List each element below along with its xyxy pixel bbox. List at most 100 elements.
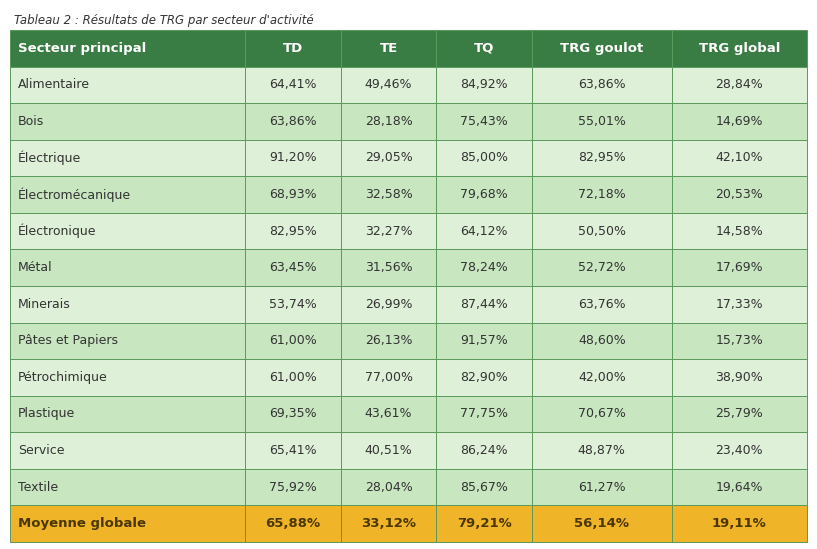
Bar — [341, 66, 436, 103]
Text: 29,05%: 29,05% — [364, 152, 413, 165]
Bar — [436, 506, 532, 542]
Text: 32,58%: 32,58% — [364, 188, 413, 201]
Bar — [436, 396, 532, 432]
Bar — [341, 176, 436, 213]
Text: 78,24%: 78,24% — [460, 261, 508, 274]
Text: 42,10%: 42,10% — [716, 152, 763, 165]
Bar — [672, 396, 807, 432]
Text: 17,69%: 17,69% — [716, 261, 763, 274]
Bar — [245, 432, 341, 469]
Bar — [341, 249, 436, 286]
Bar — [341, 469, 436, 506]
Bar — [532, 176, 672, 213]
Bar — [532, 249, 672, 286]
Text: 65,88%: 65,88% — [266, 517, 320, 530]
Bar — [341, 213, 436, 249]
Text: 68,93%: 68,93% — [269, 188, 317, 201]
Bar — [245, 103, 341, 139]
Bar — [341, 323, 436, 359]
Bar — [532, 286, 672, 323]
Bar — [672, 506, 807, 542]
Text: 69,35%: 69,35% — [269, 407, 317, 421]
Bar — [10, 286, 245, 323]
Bar — [436, 103, 532, 139]
Bar — [245, 396, 341, 432]
Text: 28,84%: 28,84% — [716, 79, 763, 91]
Text: TRG goulot: TRG goulot — [560, 42, 644, 55]
Bar — [341, 359, 436, 396]
Bar — [532, 139, 672, 176]
Bar — [341, 103, 436, 139]
Text: 86,24%: 86,24% — [461, 444, 508, 457]
Text: 64,41%: 64,41% — [269, 79, 317, 91]
Bar — [245, 359, 341, 396]
Bar — [436, 359, 532, 396]
Text: 28,18%: 28,18% — [364, 115, 413, 128]
Text: 31,56%: 31,56% — [364, 261, 413, 274]
Text: 38,90%: 38,90% — [716, 371, 763, 384]
Bar — [341, 432, 436, 469]
Bar — [532, 30, 672, 66]
Text: 53,74%: 53,74% — [269, 298, 317, 311]
Text: 19,11%: 19,11% — [712, 517, 766, 530]
Bar — [436, 176, 532, 213]
Bar — [10, 249, 245, 286]
Bar — [10, 30, 245, 66]
Text: 17,33%: 17,33% — [716, 298, 763, 311]
Text: Électromécanique: Électromécanique — [18, 187, 131, 202]
Text: 50,50%: 50,50% — [578, 225, 626, 238]
Text: 26,99%: 26,99% — [365, 298, 413, 311]
Bar — [436, 432, 532, 469]
Bar — [436, 30, 532, 66]
Bar — [672, 176, 807, 213]
Bar — [245, 286, 341, 323]
Bar — [341, 30, 436, 66]
Text: Tableau 2 : Résultats de TRG par secteur d'activité: Tableau 2 : Résultats de TRG par secteur… — [14, 14, 314, 27]
Bar — [10, 139, 245, 176]
Bar — [436, 323, 532, 359]
Text: 14,58%: 14,58% — [716, 225, 763, 238]
Text: TQ: TQ — [474, 42, 494, 55]
Bar — [532, 469, 672, 506]
Bar — [436, 66, 532, 103]
Bar — [672, 213, 807, 249]
Text: 63,86%: 63,86% — [269, 115, 317, 128]
Bar — [672, 432, 807, 469]
Text: Pétrochimique: Pétrochimique — [18, 371, 108, 384]
Bar — [245, 30, 341, 66]
Text: TE: TE — [379, 42, 398, 55]
Text: Service: Service — [18, 444, 65, 457]
Text: 52,72%: 52,72% — [578, 261, 626, 274]
Bar — [532, 396, 672, 432]
Bar — [245, 66, 341, 103]
Bar — [10, 323, 245, 359]
Text: 48,87%: 48,87% — [578, 444, 626, 457]
Bar — [245, 506, 341, 542]
Text: 61,27%: 61,27% — [578, 480, 626, 494]
Text: 75,43%: 75,43% — [460, 115, 508, 128]
Text: 85,67%: 85,67% — [460, 480, 508, 494]
Text: 91,20%: 91,20% — [269, 152, 317, 165]
Text: 48,60%: 48,60% — [578, 334, 626, 348]
Text: 70,67%: 70,67% — [578, 407, 626, 421]
Text: TRG global: TRG global — [699, 42, 780, 55]
Bar — [672, 359, 807, 396]
Bar — [10, 506, 245, 542]
Bar — [672, 30, 807, 66]
Text: 43,61%: 43,61% — [365, 407, 413, 421]
Bar — [10, 176, 245, 213]
Bar — [436, 213, 532, 249]
Bar — [532, 323, 672, 359]
Bar — [10, 396, 245, 432]
Bar — [10, 359, 245, 396]
Text: 75,92%: 75,92% — [269, 480, 317, 494]
Text: 77,00%: 77,00% — [364, 371, 413, 384]
Bar — [341, 139, 436, 176]
Bar — [672, 139, 807, 176]
Text: 91,57%: 91,57% — [460, 334, 508, 348]
Bar — [10, 469, 245, 506]
Text: Minerais: Minerais — [18, 298, 71, 311]
Text: Plastique: Plastique — [18, 407, 75, 421]
Text: 87,44%: 87,44% — [460, 298, 508, 311]
Text: 32,27%: 32,27% — [364, 225, 413, 238]
